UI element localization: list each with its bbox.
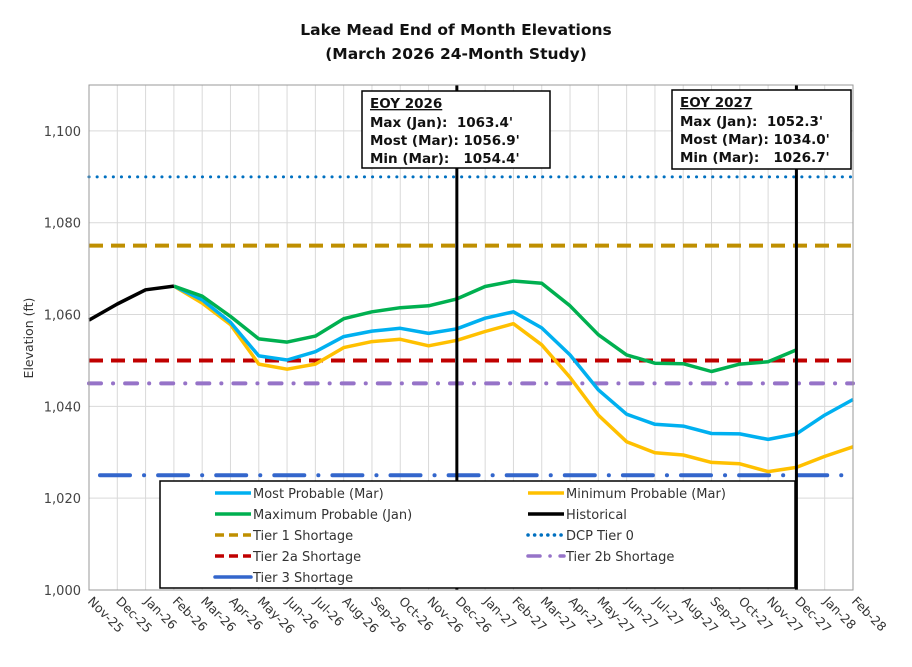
legend-label: Most Probable (Mar) [253, 487, 384, 502]
annotation-frame [361, 90, 551, 169]
x-axis-ticks: Nov-25Dec-25Jan-26Feb-26Mar-26Apr-26May-… [85, 593, 890, 637]
legend: Most Probable (Mar) Minimum Probable (Mar… [159, 480, 796, 589]
legend-label: Tier 2a Shortage [252, 550, 361, 565]
annotation-line: Max (Jan): 1063.4' [370, 115, 513, 131]
y-axis-label: Elevation (ft) [21, 298, 36, 379]
legend-label: DCP Tier 0 [566, 529, 634, 544]
annotation-frame [671, 89, 852, 170]
legend-item-most-probable-mar: Most Probable (Mar) [215, 487, 384, 502]
legend-label: Tier 3 Shortage [252, 571, 353, 586]
y-tick-label: 1,020 [44, 492, 81, 507]
legend-label: Maximum Probable (Jan) [253, 508, 412, 523]
annotations: EOY 2026 Max (Jan): 1063.4' Most (Mar): 10… [361, 89, 852, 170]
legend-label: Historical [566, 508, 627, 523]
legend-label: Tier 1 Shortage [252, 529, 353, 544]
y-axis-ticks: 1,000 1,020 1,040 1,060 1,080 1,100 [44, 125, 81, 599]
legend-label: Tier 2b Shortage [565, 550, 674, 565]
y-tick-label: 1,000 [44, 584, 81, 599]
y-tick-label: 1,060 [44, 309, 81, 324]
legend-item-tier-2a-shortage: Tier 2a Shortage [215, 550, 361, 565]
series-line-minimum-probable-mar [172, 284, 854, 474]
annotation-line: Min (Mar): 1054.4' [370, 151, 520, 167]
annotation-heading: EOY 2027 [680, 95, 752, 111]
legend-item-tier-3-shortage: Tier 3 Shortage [213, 571, 353, 586]
legend-item-dcp-tier-0: DCP Tier 0 [526, 529, 634, 544]
legend-label: Minimum Probable (Mar) [566, 487, 726, 502]
annotation-heading: EOY 2026 [370, 96, 442, 112]
series-line-most-probable-mar [173, 284, 854, 442]
annotation-line: Max (Jan): 1052.3' [680, 114, 823, 130]
series-line-maximum-probable-jan [173, 279, 798, 374]
y-tick-label: 1,100 [44, 125, 81, 140]
annotation-line: Min (Mar): 1026.7' [680, 150, 830, 166]
reference-lines [87, 175, 855, 478]
annotation-box-eoy-2027: EOY 2027 Max (Jan): 1052.3' Most (Mar): 10… [671, 89, 852, 170]
annotation-line: Most (Mar): 1056.9' [370, 133, 520, 149]
y-tick-label: 1,080 [44, 217, 81, 232]
series-line-historical [88, 284, 175, 322]
chart-title: Lake Mead End of Month Elevations [300, 21, 611, 39]
chart-subtitle: (March 2026 24-Month Study) [325, 45, 587, 63]
annotation-line: Most (Mar): 1034.0' [680, 132, 830, 148]
annotation-box-eoy-2026: EOY 2026 Max (Jan): 1063.4' Most (Mar): 10… [361, 90, 551, 169]
y-tick-label: 1,040 [44, 400, 81, 415]
legend-frame [159, 480, 796, 589]
legend-item-maximum-probable-jan: Maximum Probable (Jan) [215, 508, 412, 523]
legend-item-minimum-probable-mar: Minimum Probable (Mar) [528, 487, 726, 502]
legend-item-historical: Historical [528, 508, 627, 523]
legend-item-tier-1-shortage: Tier 1 Shortage [215, 529, 353, 544]
data-series [88, 279, 854, 474]
legend-item-tier-2b-shortage: Tier 2b Shortage [526, 550, 674, 565]
x-tick-label: Feb-28 [849, 594, 890, 635]
plot-area-border [88, 84, 854, 591]
